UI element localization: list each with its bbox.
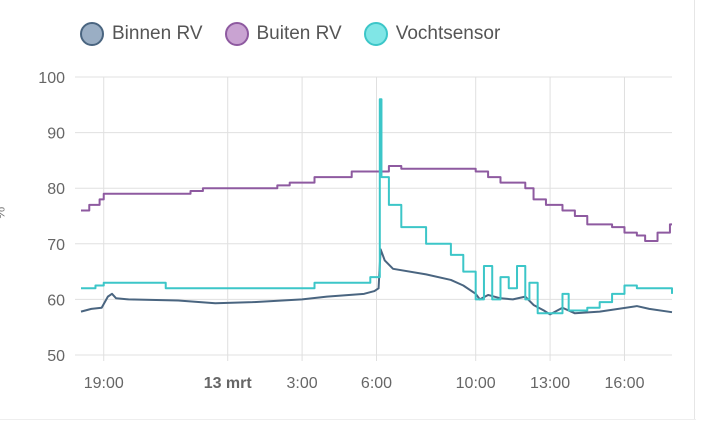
y-tick-label: 60 (47, 292, 65, 309)
card-border-bottom (0, 419, 696, 420)
x-tick-label: 10:00 (456, 375, 496, 392)
legend-item-binnen-rv[interactable]: Binnen RV (80, 22, 203, 46)
x-tick-label: 19:00 (84, 375, 124, 392)
legend-dot (80, 22, 104, 46)
y-tick-label: 50 (47, 348, 65, 365)
x-tick-label: 13:00 (530, 375, 570, 392)
series-line-buiten-rv (81, 164, 672, 243)
x-tick-label: 3:00 (287, 375, 318, 392)
legend-item-vochtsensor[interactable]: Vochtsensor (363, 22, 500, 46)
legend: Binnen RV Buiten RV Vochtsensor (80, 22, 500, 46)
y-tick-label: 80 (47, 181, 65, 198)
legend-dot (363, 22, 388, 46)
series-line-vochtsensor (81, 98, 673, 315)
legend-item-buiten-rv[interactable]: Buiten RV (224, 22, 342, 46)
legend-dot (224, 22, 249, 46)
x-tick-label: 6:00 (361, 375, 392, 392)
x-tick-label: 13 mrt (204, 375, 253, 392)
x-tick-label: 16:00 (604, 375, 644, 392)
y-tick-label: 90 (47, 126, 65, 143)
card-border (694, 0, 695, 420)
y-tick-label: 70 (47, 237, 65, 254)
y-tick-label: 100 (38, 70, 65, 87)
